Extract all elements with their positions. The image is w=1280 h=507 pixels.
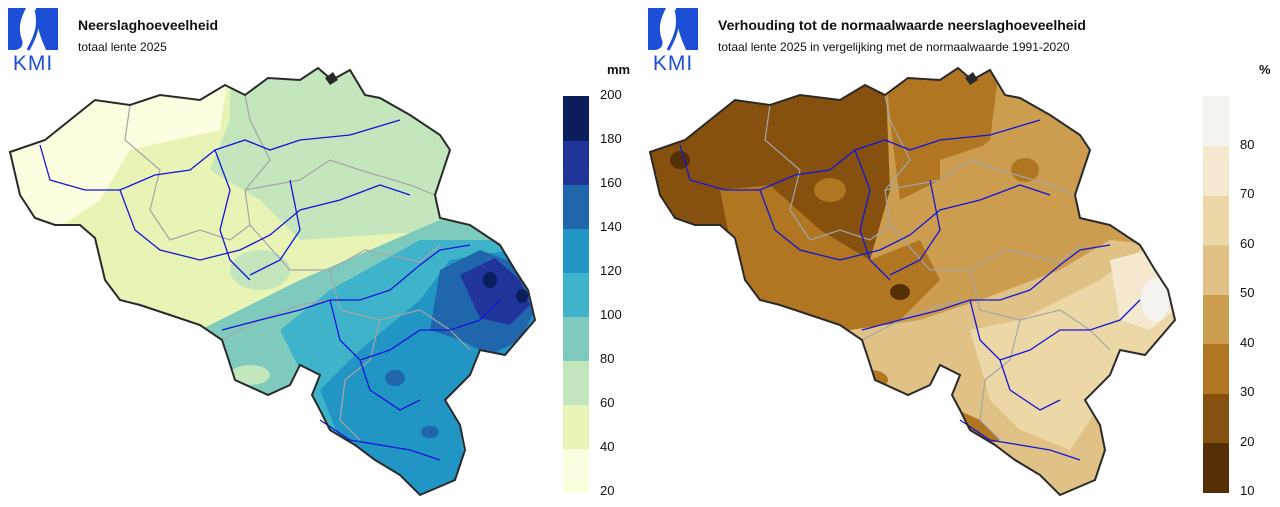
ratio-panel: KMI Verhouding tot de normaalwaarde neer…: [640, 0, 1280, 507]
legend-swatch: [563, 360, 589, 405]
legend-tick-label: 140: [600, 219, 622, 234]
legend-swatch: [563, 96, 589, 141]
legend-tick-label: 80: [600, 351, 615, 366]
legend-unit: %: [1259, 62, 1271, 77]
legend-swatch: [563, 404, 589, 449]
ratio-legend: 10 20 30 40 50 60 70 80: [1203, 96, 1254, 498]
kmi-logo: KMI: [6, 6, 60, 75]
legend-tick-label: 60: [600, 395, 615, 410]
precipitation-panel: KMI Neerslaghoeveelheid totaal lente 202…: [6, 6, 631, 498]
legend-tick-label: 70: [1240, 186, 1255, 201]
map-subtitle: totaal lente 2025: [78, 40, 167, 54]
legend-tick-label: 80: [1240, 136, 1255, 152]
legend-swatch: [1203, 195, 1229, 245]
legend-tick-label: 100: [600, 307, 622, 322]
legend-tick-label: 20: [600, 483, 615, 498]
legend-tick-label: 180: [600, 131, 622, 146]
legend-tick-label: 120: [600, 263, 622, 278]
legend-swatch: [563, 448, 589, 493]
legend-tick-label: 160: [600, 175, 622, 190]
legend-tick-label: 10: [1240, 483, 1255, 498]
map-title: Neerslaghoeveelheid: [78, 17, 219, 33]
precipitation-legend: 20 40 60 80 100 120 140 160 180 200: [563, 87, 622, 498]
legend-swatch: [1203, 343, 1229, 394]
map-subtitle: totaal lente 2025 in vergelijking met de…: [718, 40, 1070, 54]
legend-tick-label: 60: [1240, 235, 1255, 251]
legend-swatch: [563, 140, 589, 185]
belgium-ratio-map: [648, 66, 1177, 497]
legend-swatch: [1203, 145, 1229, 196]
legend-tick-label: 40: [1240, 334, 1255, 350]
logo-text: KMI: [12, 52, 54, 75]
legend-tick-label: 200: [600, 87, 622, 102]
legend-swatch: [1203, 244, 1229, 295]
legend-swatch: [1203, 393, 1229, 443]
legend-tick-label: 50: [1240, 285, 1255, 300]
legend-swatch: [563, 228, 589, 273]
legend-tick-label: 30: [1240, 384, 1255, 399]
legend-swatch: [1203, 442, 1229, 493]
logo-text: KMI: [652, 52, 694, 75]
legend-swatch: [563, 272, 589, 317]
legend-tick-label: 20: [1240, 433, 1255, 449]
legend-unit: mm: [607, 62, 631, 77]
legend-swatch: [563, 184, 589, 229]
belgium-precipitation-map: [8, 66, 537, 497]
legend-swatch: [563, 316, 589, 361]
map-title: Verhouding tot de normaalwaarde neerslag…: [718, 17, 1086, 33]
legend-swatch: [1203, 96, 1229, 146]
legend-swatch: [1203, 294, 1229, 344]
legend-tick-label: 40: [600, 439, 615, 454]
kmi-logo: KMI: [646, 6, 700, 75]
